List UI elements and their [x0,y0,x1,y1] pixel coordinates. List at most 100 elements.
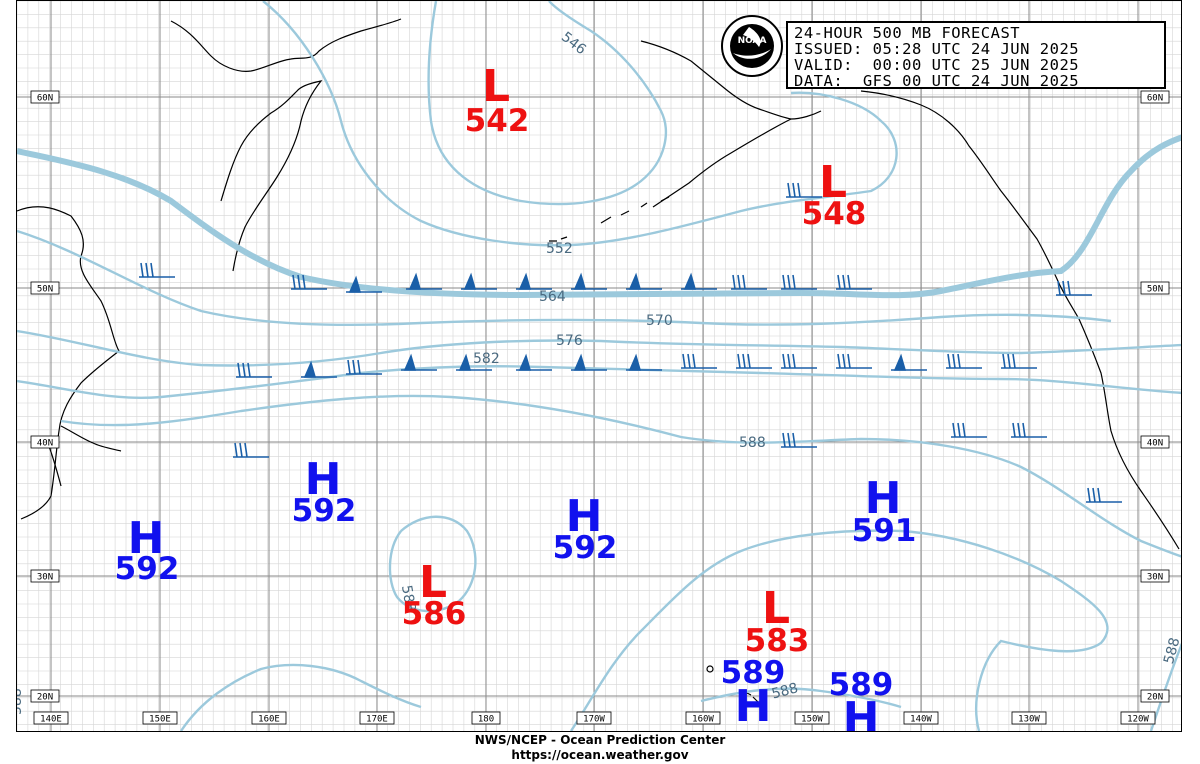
wind-barb [1001,353,1037,369]
svg-text:120W: 120W [1127,715,1149,725]
noaa-logo: NOAA [721,15,783,77]
low-583-value: 583 [745,623,810,659]
wind-barb [461,272,497,290]
wind-barb [781,353,817,369]
high-589-east-letter: H [843,693,880,732]
low-548-letter: L [819,157,847,208]
high-592-west-value: 592 [115,551,180,587]
high-589-west-letter: H [735,681,772,732]
wind-barb [1011,422,1047,438]
latitude-label-right: 50N [1140,281,1170,295]
wind-barb [571,353,607,371]
longitude-label: 170E [359,711,395,725]
contour-label-570: 570 [646,313,673,329]
kamchatka-coast [220,80,323,272]
contour-label-546: 546 [558,29,589,58]
longitude-label: 160E [251,711,287,725]
contour-588-north [60,394,1181,558]
wind-barb [236,362,272,378]
wind-barbs [139,182,1122,503]
wind-barb [626,353,662,371]
svg-text:140E: 140E [40,715,62,725]
low-548-value: 548 [802,196,867,232]
svg-text:50N: 50N [1147,285,1163,295]
high-592-east-value: 592 [553,530,618,566]
info-title: 24-HOUR 500 MB FORECAST [794,24,1021,42]
svg-text:30N: 30N [1147,573,1163,583]
wind-barb [681,353,717,369]
contour-label-552: 552 [546,241,573,257]
wind-barb [781,432,817,448]
svg-text:50N: 50N [37,285,53,295]
svg-text:60N: 60N [37,94,53,104]
svg-text:20N: 20N [37,693,53,703]
wind-barb [516,353,552,371]
svg-text:130W: 130W [1018,715,1040,725]
wind-barb [681,272,717,290]
svg-text:140W: 140W [910,715,932,725]
wind-barb [571,272,607,290]
wind-barb [1086,487,1122,503]
svg-text:150E: 150E [149,715,171,725]
contour-546 [427,1,668,206]
contour-label-588-e: 588 [17,688,25,715]
high-592-center-letter: H [305,454,342,505]
wind-barb [346,359,382,375]
latitude-label-right: 20N [1140,689,1170,703]
footer: NWS/NCEP - Ocean Prediction Center https… [0,733,1200,763]
svg-text:170W: 170W [583,715,605,725]
alaska-coast [640,40,822,120]
longitude-label: 130W [1011,711,1047,725]
longitude-label: 120W [1120,711,1156,725]
wind-barb [836,353,872,369]
wind-barb [401,353,437,371]
high-592-center-value: 592 [292,493,357,529]
contour-label-588-d: 588 [1161,636,1182,666]
contour-588-hawaii [700,687,902,709]
aleutian-islands [549,196,670,242]
wind-barb [516,272,552,290]
low-586-letter: L [419,557,447,608]
latitude-label-left: 60N [30,90,60,104]
high-591-letter: H [865,473,902,524]
pressure-systems: L 542 L 548 L 586 L 583 H 592 H 592 H 59… [115,61,917,732]
latitude-label-right: 40N [1140,435,1170,449]
svg-text:40N: 40N [37,439,53,449]
latitude-label-right: 30N [1140,569,1170,583]
wind-barb [781,274,817,290]
wind-barb [736,353,772,369]
svg-text:20N: 20N [1147,693,1163,703]
footer-agency: NWS/NCEP - Ocean Prediction Center [474,733,726,747]
svg-text:160E: 160E [258,715,280,725]
siberia-coast [170,18,402,72]
wind-barb [456,353,492,371]
latitude-label-left: 20N [30,689,60,703]
latitude-label-left: 50N [30,281,60,295]
contour-564-thick [17,134,1181,299]
wind-barb [836,274,872,290]
low-542-letter: L [482,61,510,112]
wind-barb [291,274,327,290]
latitude-label-right: 60N [1140,90,1170,104]
footer-url[interactable]: https://ocean.weather.gov [511,748,689,762]
low-586-value: 586 [402,596,467,632]
high-592-west-letter: H [128,513,165,564]
longitude-label: 170W [576,711,612,725]
contour-588-south [570,529,1109,731]
wind-barb [139,262,175,278]
svg-text:40N: 40N [1147,439,1163,449]
wind-barb [891,353,927,371]
latitude-label-left: 30N [30,569,60,583]
low-542-value: 542 [465,103,530,139]
axis-labels: 140E 150E 160E 170E 180 170W 160W 150W 140W 130W 1… [30,90,1170,725]
nw-america-coast [860,90,1180,550]
longitude-label: 160W [685,711,721,725]
contour-label-564: 564 [539,289,566,305]
high-589-east-value: 589 [829,667,894,703]
info-valid: VALID: 00:00 UTC 25 JUN 2025 [794,56,1080,74]
contour-588-west-low [388,515,477,613]
contour-570 [17,229,1112,327]
low-583-letter: L [762,583,790,634]
svg-text:180: 180 [478,715,494,725]
high-591-value: 591 [852,513,917,549]
